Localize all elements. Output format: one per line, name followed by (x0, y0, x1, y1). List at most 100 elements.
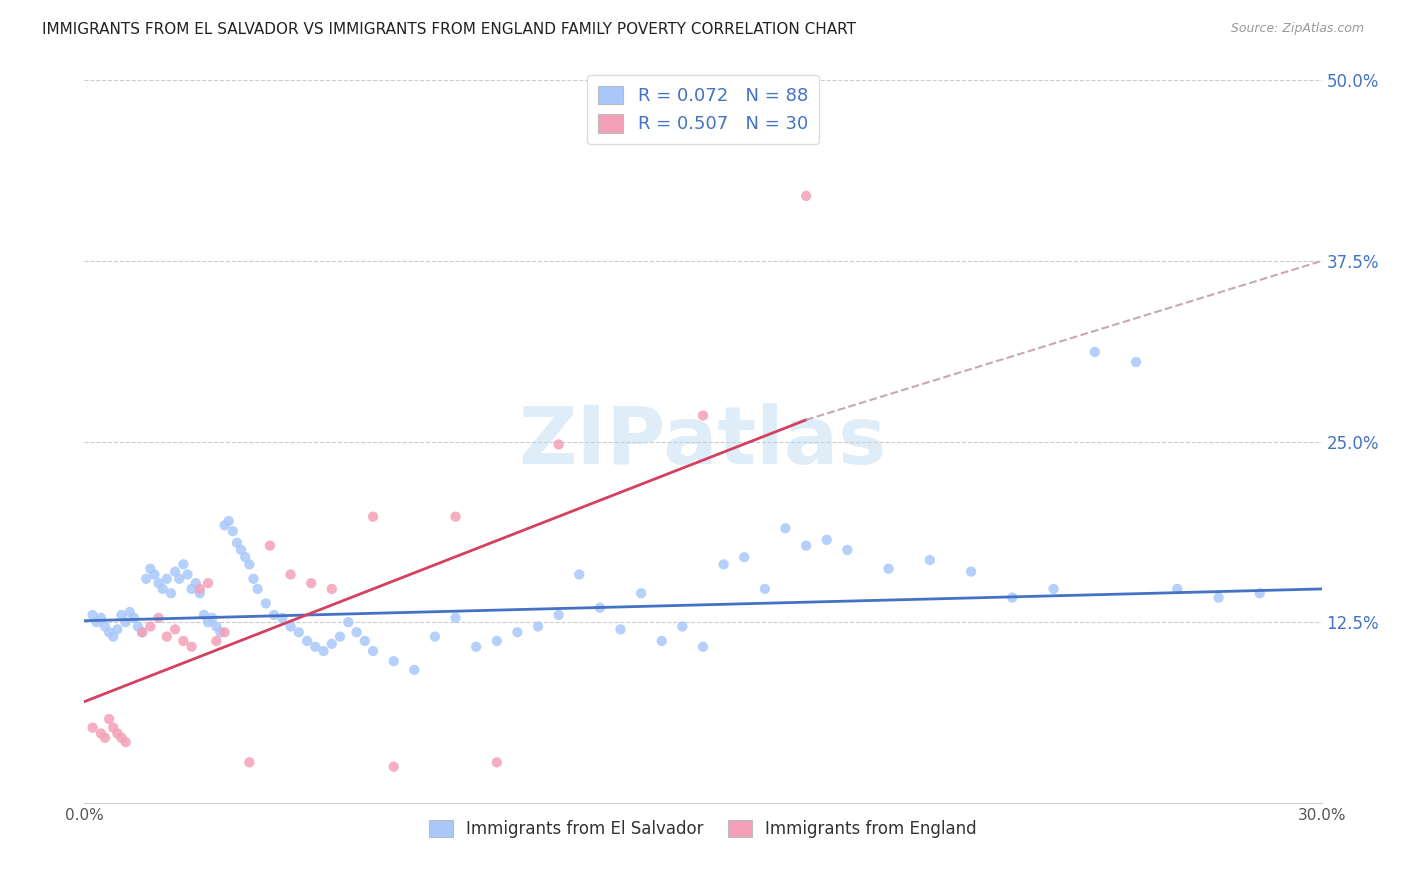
Point (444, 509, 467, 524)
Point (465, 640, 488, 654)
Point (105, 726, 128, 740)
Point (205, 634, 228, 648)
Text: Source: ZipAtlas.com: Source: ZipAtlas.com (1230, 22, 1364, 36)
Point (259, 539, 281, 553)
Point (94, 731, 117, 745)
Point (568, 567, 591, 582)
Point (288, 625, 311, 640)
Point (82, 721, 104, 735)
Point (172, 634, 194, 648)
Point (131, 625, 153, 640)
Point (105, 623, 128, 637)
Point (197, 615, 219, 630)
Point (214, 518, 236, 533)
Legend: Immigrants from El Salvador, Immigrants from England: Immigrants from El Salvador, Immigrants … (423, 814, 983, 845)
Point (180, 582, 202, 596)
Point (127, 619, 149, 633)
Point (506, 625, 529, 640)
Point (103, 721, 125, 735)
Point (671, 619, 693, 633)
Point (197, 576, 219, 591)
Point (238, 558, 260, 572)
Point (1166, 582, 1188, 596)
Point (733, 550, 755, 565)
Point (226, 535, 249, 549)
Point (794, 189, 817, 203)
Point (713, 558, 735, 572)
Point (222, 524, 245, 538)
Point (94, 619, 117, 633)
Point (98, 712, 121, 726)
Point (263, 607, 285, 622)
Point (337, 615, 360, 630)
Point (444, 611, 467, 625)
Point (233, 550, 256, 565)
Point (201, 611, 224, 625)
Point (90, 611, 112, 625)
Point (82, 607, 104, 622)
Point (837, 542, 859, 557)
Point (205, 619, 228, 633)
Point (122, 611, 145, 625)
Point (218, 514, 240, 528)
Point (114, 615, 136, 630)
Point (1249, 586, 1271, 600)
Point (794, 539, 817, 553)
Point (238, 756, 260, 770)
Point (214, 625, 236, 640)
Point (254, 596, 277, 610)
Text: IMMIGRANTS FROM EL SALVADOR VS IMMIGRANTS FROM ENGLAND FAMILY POVERTY CORRELATIO: IMMIGRANTS FROM EL SALVADOR VS IMMIGRANT… (42, 22, 856, 37)
Point (131, 625, 153, 640)
Point (353, 634, 375, 648)
Point (86, 615, 108, 630)
Point (139, 619, 162, 633)
Point (547, 607, 569, 622)
Point (176, 567, 198, 582)
Point (1084, 345, 1107, 359)
Point (651, 634, 673, 648)
Point (382, 760, 405, 774)
Point (630, 586, 652, 600)
Point (135, 572, 157, 586)
Point (815, 533, 838, 547)
Point (1125, 355, 1147, 369)
Point (114, 735, 136, 749)
Point (172, 558, 194, 572)
Point (775, 521, 797, 535)
Point (1001, 591, 1024, 605)
Point (180, 640, 202, 654)
Point (152, 582, 174, 596)
Point (304, 640, 326, 654)
Point (143, 567, 166, 582)
Point (209, 625, 232, 640)
Point (148, 576, 170, 591)
Point (329, 630, 352, 644)
Point (271, 611, 294, 625)
Point (139, 562, 162, 576)
Point (321, 582, 343, 596)
Point (118, 605, 141, 619)
Point (404, 663, 426, 677)
Point (193, 607, 215, 622)
Point (423, 630, 446, 644)
Point (188, 582, 211, 596)
Point (960, 565, 983, 579)
Point (754, 582, 776, 596)
Point (361, 509, 384, 524)
Point (110, 607, 132, 622)
Point (280, 567, 302, 582)
Point (609, 623, 631, 637)
Point (167, 572, 190, 586)
Point (165, 623, 187, 637)
Point (321, 637, 343, 651)
Point (299, 576, 322, 591)
Point (103, 630, 125, 644)
Point (382, 654, 405, 668)
Point (148, 611, 170, 625)
Point (242, 572, 264, 586)
Point (156, 630, 179, 644)
Point (246, 582, 269, 596)
Point (188, 586, 211, 600)
Point (184, 576, 207, 591)
Point (485, 634, 508, 648)
